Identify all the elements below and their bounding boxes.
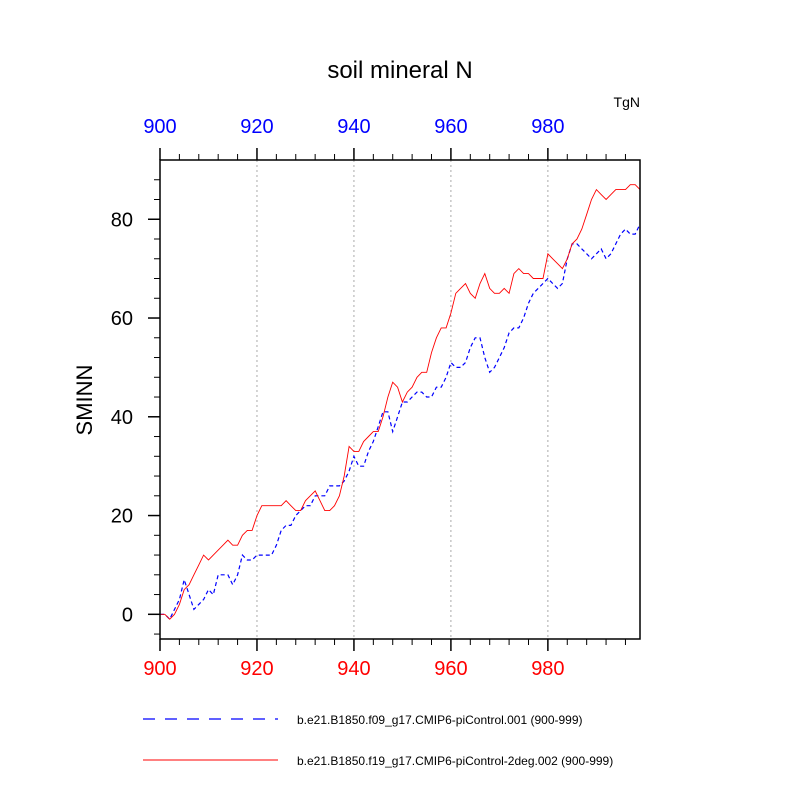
x-tick-label-top: 980 — [531, 116, 564, 138]
series-line-1 — [160, 223, 641, 621]
y-tick-label: 60 — [111, 308, 133, 330]
y-tick-label: 20 — [111, 506, 133, 528]
x-tick-label-bottom: 960 — [434, 658, 467, 680]
legend: b.e21.B1850.f09_g17.CMIP6-piControl.001 … — [143, 713, 613, 768]
y-tick-label: 80 — [111, 209, 133, 231]
units-label: TgN — [614, 94, 640, 110]
legend-label-1: b.e21.B1850.f09_g17.CMIP6-piControl.001 … — [297, 713, 583, 727]
x-tick-label-bottom: 980 — [531, 658, 564, 680]
axis-ticks: 900 900 920 920 940 940 960 960 980 980 0 20 40 60 80 — [111, 116, 626, 680]
x-tick-label-bottom: 920 — [240, 658, 273, 680]
y-tick-label: 0 — [122, 604, 133, 626]
grid-lines — [256, 160, 549, 639]
x-tick-label-top: 940 — [337, 116, 370, 138]
x-tick-label-top: 920 — [240, 116, 273, 138]
x-tick-label-bottom: 940 — [337, 658, 370, 680]
series-layer — [160, 184, 641, 621]
plot-frame — [159, 159, 641, 640]
legend-label-2: b.e21.B1850.f19_g17.CMIP6-piControl-2deg… — [297, 754, 613, 768]
x-tick-label-bottom: 900 — [143, 658, 176, 680]
y-axis-label: SMINN — [72, 365, 97, 436]
chart-title: soil mineral N — [327, 57, 472, 84]
x-tick-label-top: 900 — [143, 116, 176, 138]
y-tick-label: 40 — [111, 407, 133, 429]
series-line-2 — [160, 184, 641, 620]
x-tick-label-top: 960 — [434, 116, 467, 138]
